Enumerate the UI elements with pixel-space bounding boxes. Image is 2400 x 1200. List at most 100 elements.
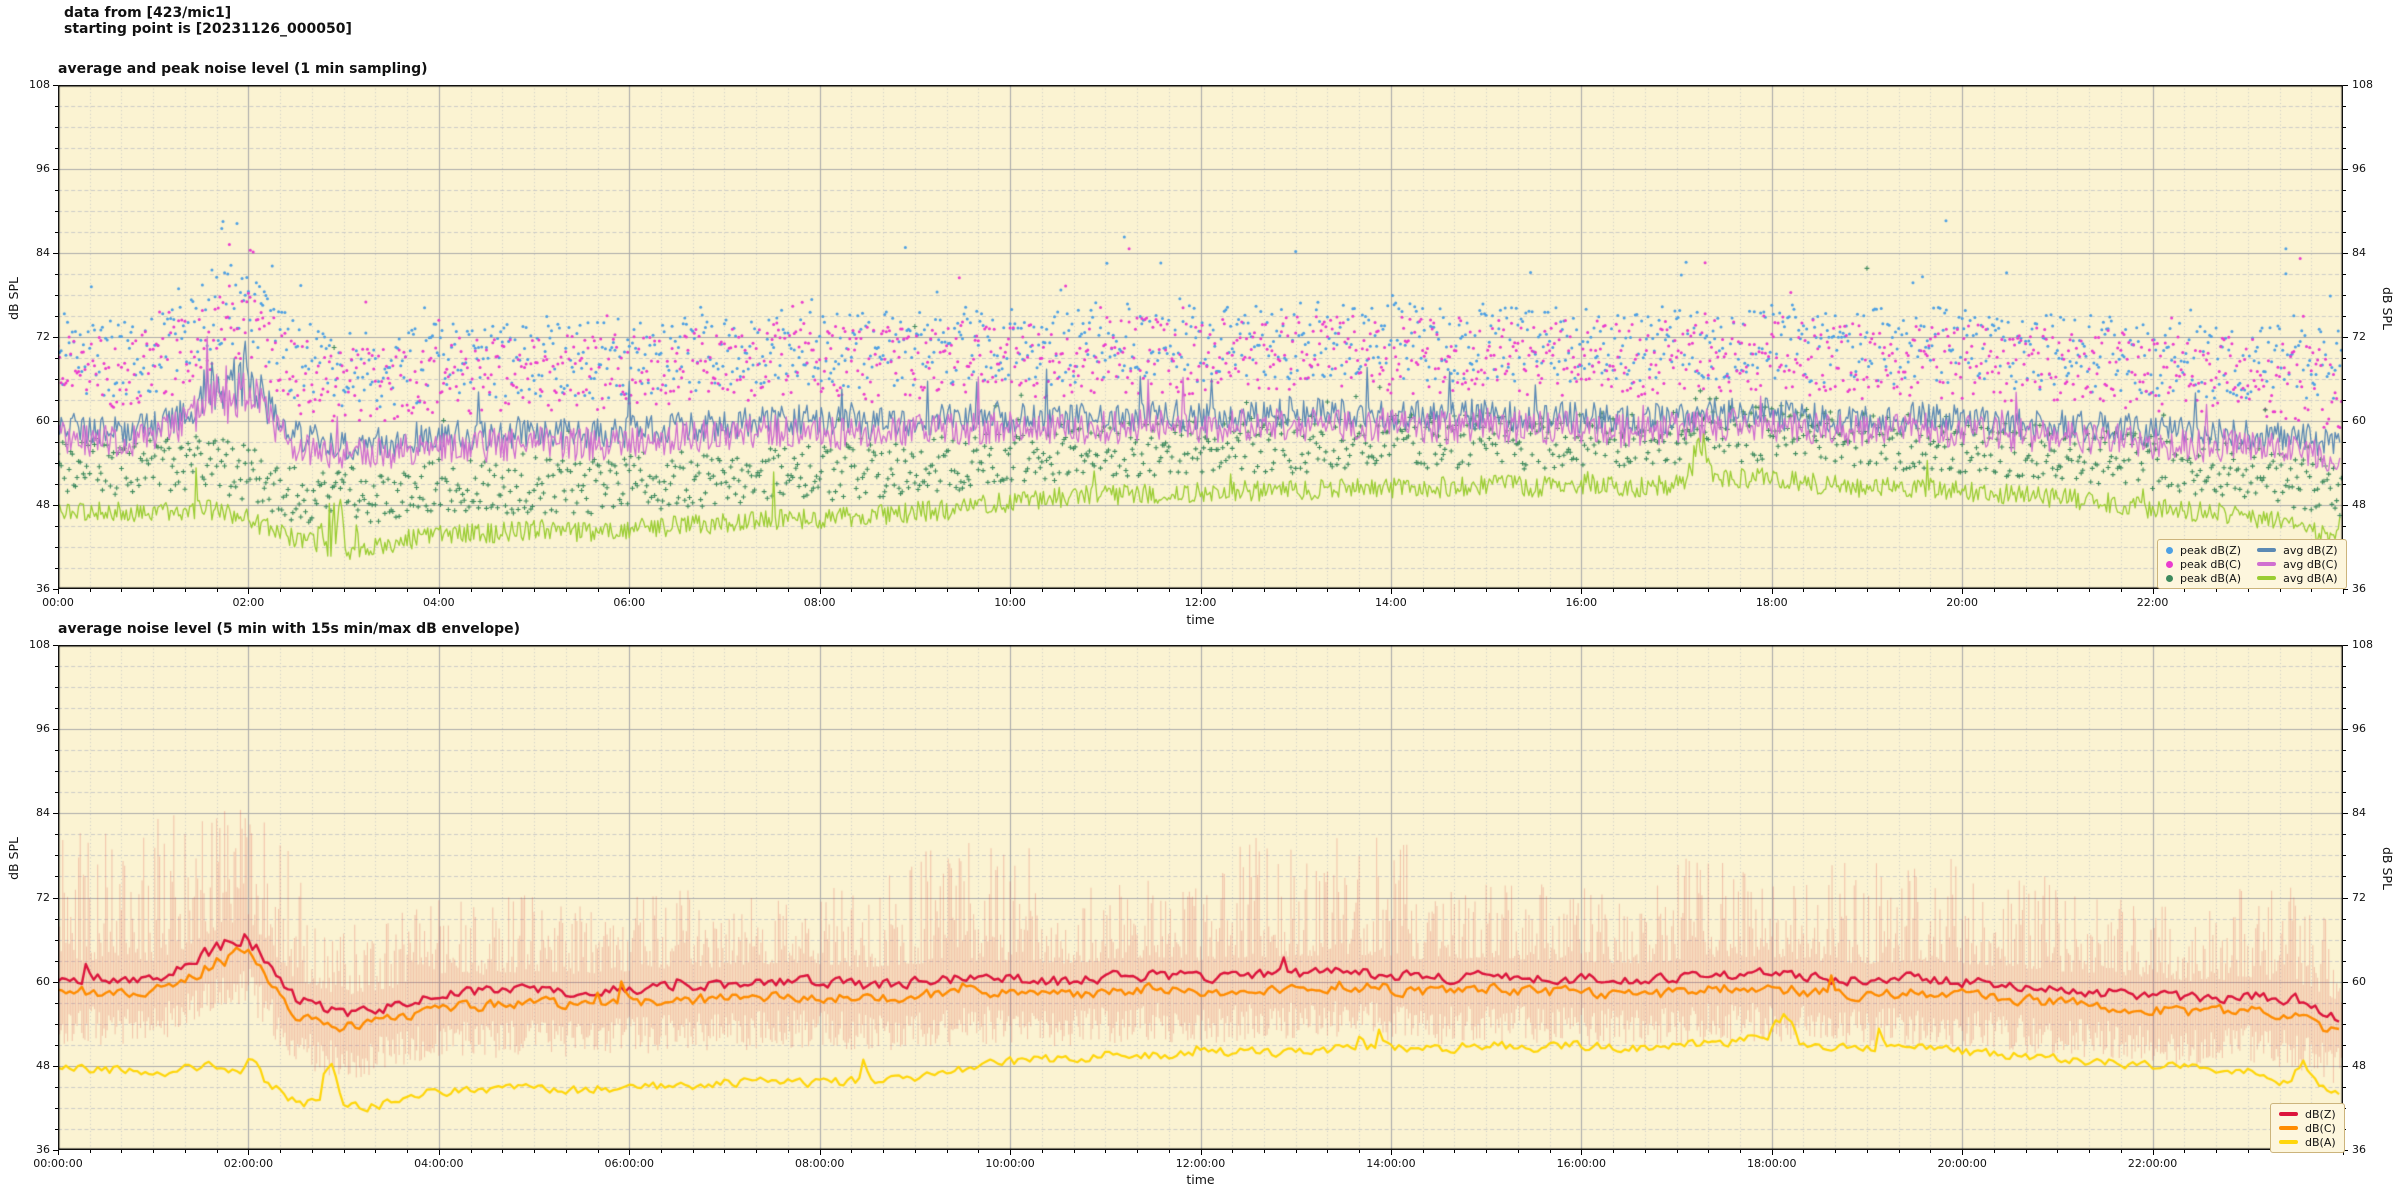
- x-tick-label: 00:00: [42, 596, 74, 609]
- tick-mark: [2343, 918, 2346, 920]
- tick-mark: [55, 274, 58, 275]
- x-tick-label: 20:00: [1946, 596, 1978, 609]
- tick-mark: [438, 1150, 440, 1155]
- tick-mark: [1200, 1150, 1202, 1155]
- y-tick-label-left: 96: [36, 162, 50, 175]
- tick-mark: [2343, 645, 2348, 646]
- tick-mark: [1708, 589, 1710, 592]
- tick-mark: [2343, 148, 2346, 149]
- tick-mark: [2216, 1150, 2218, 1153]
- chart1-xlabel: time: [1186, 612, 1215, 627]
- tick-mark: [1359, 589, 1361, 592]
- tick-mark: [1486, 1150, 1488, 1153]
- tick-mark: [1073, 1150, 1075, 1153]
- legend-item: dB(Z): [2279, 1107, 2336, 1121]
- legend-item: avg dB(A): [2257, 571, 2338, 585]
- tick-mark: [55, 358, 58, 359]
- tick-mark: [660, 1150, 662, 1153]
- tick-mark: [2343, 316, 2346, 317]
- y-tick-label-right: 84: [2352, 246, 2366, 259]
- x-tick-label: 16:00: [1565, 596, 1598, 609]
- tick-mark: [153, 589, 155, 592]
- x-tick-label: 08:00:00: [794, 1157, 845, 1170]
- tick-mark: [2343, 295, 2346, 296]
- chart2-ylabel-right: dB SPL: [2380, 847, 2395, 890]
- tick-mark: [2343, 708, 2346, 710]
- tick-mark: [851, 1150, 853, 1153]
- tick-mark: [55, 127, 58, 128]
- tick-mark: [692, 1150, 694, 1153]
- legend-label: avg dB(C): [2283, 557, 2338, 571]
- chart1-ylabel-right: dB SPL: [2380, 287, 2395, 330]
- legend-line-swatch: [2279, 1140, 2298, 1144]
- tick-mark: [55, 148, 58, 149]
- tick-mark: [55, 708, 58, 710]
- y-tick-label-left: 96: [36, 722, 50, 736]
- tick-mark: [1390, 589, 1392, 594]
- tick-mark: [2343, 666, 2346, 668]
- x-tick-label: 10:00: [994, 596, 1026, 609]
- tick-mark: [53, 169, 58, 170]
- tick-mark: [756, 589, 758, 592]
- y-tick-label-left: 72: [36, 890, 50, 904]
- tick-mark: [1613, 589, 1615, 592]
- x-tick-label: 06:00: [613, 596, 646, 609]
- tick-mark: [2184, 589, 2186, 592]
- tick-mark: [1962, 1150, 1964, 1155]
- tick-mark: [2343, 687, 2346, 689]
- x-tick-label: 02:00:00: [223, 1157, 274, 1170]
- y-tick-label-right: 36: [2352, 1143, 2366, 1156]
- legend-line-swatch: [2257, 576, 2277, 580]
- tick-mark: [2120, 589, 2122, 592]
- tick-mark: [2279, 589, 2281, 592]
- tick-mark: [978, 1150, 980, 1153]
- tick-mark: [1454, 1150, 1456, 1153]
- x-tick-label: 12:00:00: [1175, 1157, 1226, 1170]
- tick-mark: [55, 876, 58, 878]
- chart2-plot-canvas: [58, 645, 2343, 1150]
- tick-mark: [55, 771, 58, 773]
- tick-mark: [1263, 589, 1265, 592]
- tick-mark: [1073, 589, 1075, 592]
- tick-mark: [1803, 1150, 1805, 1153]
- y-tick-label-left: 36: [36, 582, 50, 595]
- tick-mark: [53, 505, 58, 506]
- y-tick-label-left: 60: [36, 974, 50, 988]
- legend-item: peak dB(Z): [2166, 543, 2241, 557]
- tick-mark: [1771, 1150, 1773, 1155]
- legend-dot-swatch: [2166, 574, 2173, 582]
- legend-item: peak dB(C): [2166, 557, 2241, 571]
- chart1-ylabel-left: dB SPL: [6, 277, 21, 320]
- tick-mark: [1041, 1150, 1043, 1153]
- tick-mark: [2120, 1150, 2122, 1153]
- tick-mark: [55, 939, 58, 941]
- tick-mark: [89, 589, 91, 592]
- tick-mark: [55, 666, 58, 668]
- legend-line-swatch: [2279, 1112, 2298, 1116]
- y-tick-label-left: 108: [29, 638, 50, 651]
- tick-mark: [2343, 1044, 2346, 1046]
- x-tick-label: 14:00:00: [1366, 1157, 1416, 1170]
- tick-mark: [1549, 589, 1551, 592]
- tick-mark: [55, 750, 58, 752]
- tick-mark: [311, 1150, 313, 1153]
- tick-mark: [2343, 981, 2348, 983]
- tick-mark: [2216, 589, 2218, 592]
- y-tick-label-right: 60: [2352, 414, 2366, 427]
- tick-mark: [55, 855, 58, 857]
- tick-mark: [2343, 729, 2348, 731]
- y-tick-label-right: 72: [2352, 330, 2366, 343]
- tick-mark: [534, 589, 536, 592]
- tick-mark: [1517, 589, 1519, 592]
- tick-mark: [407, 1150, 409, 1153]
- tick-mark: [2343, 792, 2346, 794]
- y-tick-label-right: 108: [2352, 78, 2373, 91]
- tick-mark: [724, 589, 726, 592]
- tick-mark: [1105, 589, 1107, 592]
- tick-mark: [53, 253, 58, 254]
- tick-mark: [55, 792, 58, 794]
- x-tick-label: 14:00: [1375, 596, 1407, 609]
- tick-mark: [2343, 1002, 2346, 1004]
- tick-mark: [819, 589, 821, 594]
- tick-mark: [883, 589, 885, 592]
